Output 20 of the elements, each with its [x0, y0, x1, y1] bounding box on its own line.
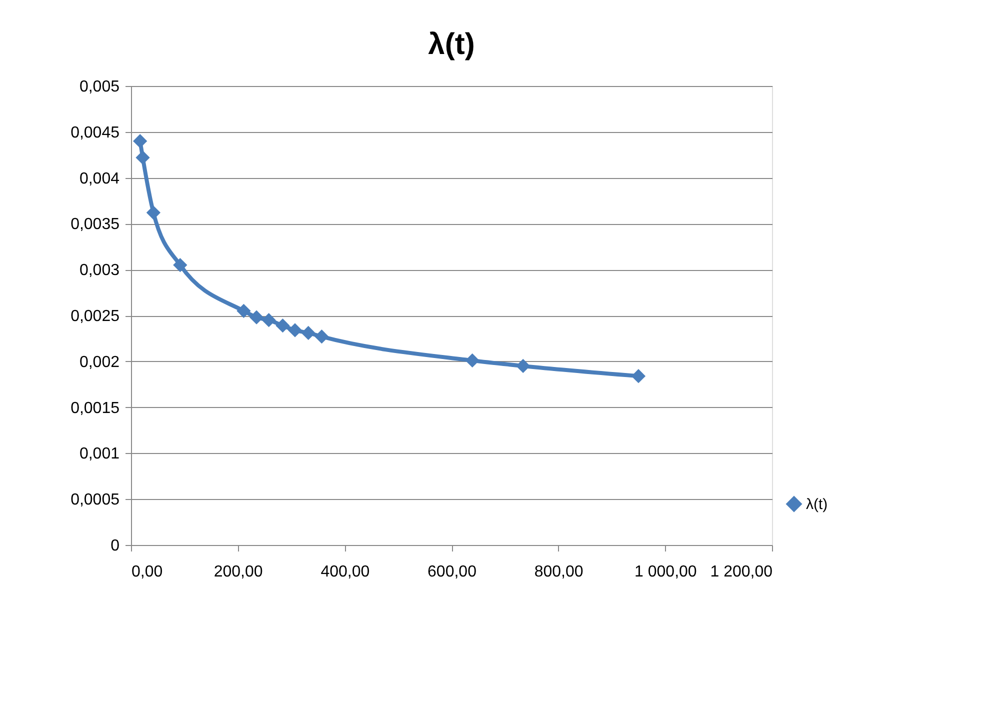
y-tick-label: 0,004 [79, 170, 120, 188]
y-tick-label: 0,0035 [70, 216, 120, 234]
x-tick-label: 1 200,00 [710, 564, 773, 580]
y-tick-label: 0,001 [79, 446, 120, 463]
y-tick-label: 0,0025 [70, 308, 120, 325]
y-tick-label: 0,0005 [70, 492, 120, 509]
y-tick-label: 0,0015 [70, 400, 120, 417]
y-tick-label: 0,003 [79, 262, 120, 280]
y-tick-label: 0,002 [79, 354, 120, 371]
x-tick-label: 200,00 [214, 564, 263, 580]
x-tick-label: 400,00 [320, 564, 370, 580]
legend-label: λ(t) [806, 496, 828, 513]
chart-title: λ(t) [428, 28, 475, 61]
x-tick-label: 600,00 [428, 564, 477, 580]
x-tick-label: 0,00 [132, 564, 163, 580]
x-tick-label: 1 000,00 [634, 564, 697, 580]
y-tick-label: 0,005 [79, 78, 120, 96]
x-tick-label: 800,00 [534, 564, 584, 580]
y-tick-label: 0,0045 [70, 124, 120, 142]
y-tick-label: 0 [110, 538, 120, 554]
